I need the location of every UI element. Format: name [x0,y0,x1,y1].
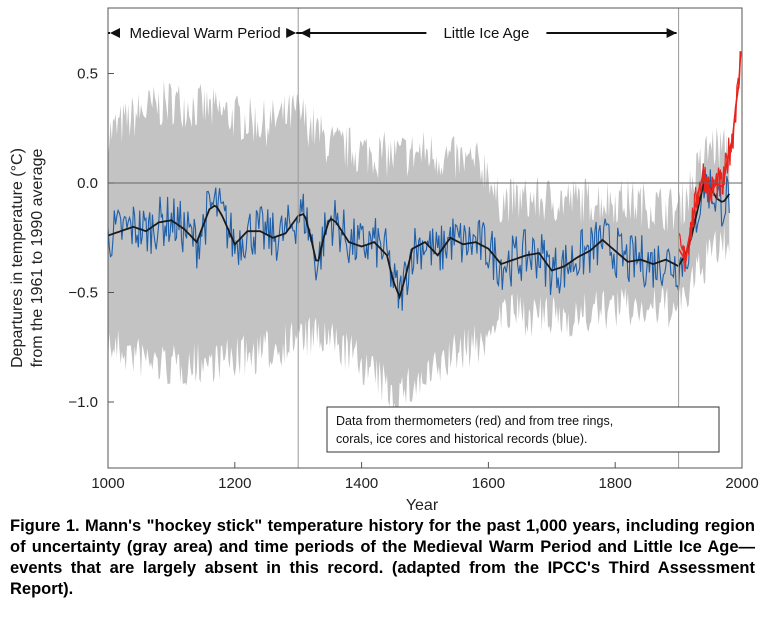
y-tick-label: 0.5 [77,66,98,83]
legend-box [326,406,720,453]
x-tick-label: 2000 [725,475,758,492]
smoothed-series-layer [108,181,731,300]
proxy-series-layer [108,169,730,311]
plot-frame-layer [107,7,743,469]
x-axis-title: Year [406,497,439,510]
proxy-series-line [108,169,730,311]
plot-frame [107,7,743,469]
y-tick-label: −1.0 [68,394,98,411]
y-axis-title-line2: from the 1961 to 1990 average [29,148,46,367]
thermometer-series-layer [677,51,742,272]
figure-caption: Figure 1. Mann's "hockey stick" temperat… [10,517,755,598]
arrowhead [286,28,297,38]
arrowhead [666,28,677,38]
y-tick-label: −0.5 [68,285,98,302]
legend-text-line1: Data from thermometers (red) and from tr… [336,414,613,428]
legend-text-line2: corals, ice cores and historical records… [336,432,588,446]
x-tick-label: 1600 [472,475,505,492]
medieval-warm-period-label: Medieval Warm Period [130,25,281,42]
arrowhead [300,28,311,38]
thermometer-trend-line [677,51,742,262]
labels-layer: 1000 1200 1400 1600 1800 2000 0.5 0.0 −0.5 −1.0 Ye… [9,25,759,510]
little-ice-age-label: Little Ice Age [443,25,529,42]
reference-lines-layer [108,8,742,468]
y-axis-title-line1: Departures in temperature (°C) [9,148,26,368]
temperature-chart: 1000 1200 1400 1600 1800 2000 0.5 0.0 −0.5 −1.0 Ye… [9,7,759,510]
x-tick-label: 1400 [345,475,378,492]
x-tick-label: 1000 [91,475,124,492]
x-tick-label: 1200 [218,475,251,492]
smoothed-series-line [108,181,731,300]
x-tick-label: 1800 [599,475,632,492]
arrowhead [110,28,120,38]
y-tick-label: 0.0 [77,175,98,192]
thermometer-series-line [678,51,742,272]
